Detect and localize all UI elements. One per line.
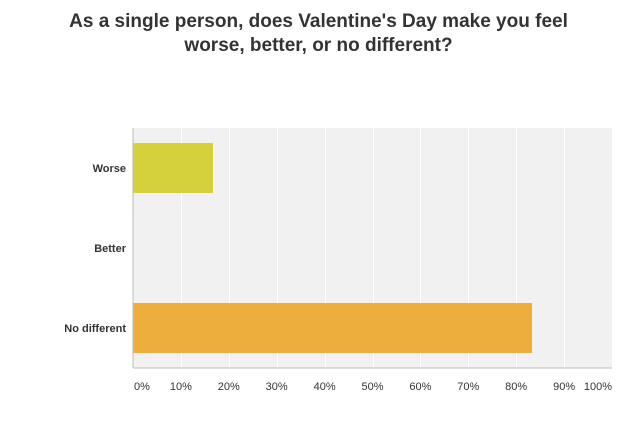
chart-title: As a single person, does Valentine's Day… xyxy=(69,11,568,56)
category-label: Worse xyxy=(93,163,126,175)
x-tick-label: 100% xyxy=(584,381,612,393)
x-tick-labels: 0% 10% 20% 30% 40% 50% 60% 70% 80% 90% 100% xyxy=(134,381,612,393)
category-label: Better xyxy=(94,243,127,255)
x-tick-label: 70% xyxy=(457,381,479,393)
x-tick-label: 40% xyxy=(314,381,336,393)
bar-worse xyxy=(133,143,213,193)
x-tick-label: 30% xyxy=(266,381,288,393)
x-tick-label: 10% xyxy=(170,381,192,393)
x-tick-label: 90% xyxy=(553,381,575,393)
x-tick-label: 20% xyxy=(218,381,240,393)
x-tick-label: 50% xyxy=(361,381,383,393)
x-tick-label: 0% xyxy=(134,381,150,393)
category-labels: Worse Better No different xyxy=(64,163,126,335)
x-tick-label: 60% xyxy=(409,381,431,393)
bar-no-different xyxy=(133,303,533,353)
category-label: No different xyxy=(64,323,126,335)
bars xyxy=(133,143,533,353)
x-tick-label: 80% xyxy=(505,381,527,393)
